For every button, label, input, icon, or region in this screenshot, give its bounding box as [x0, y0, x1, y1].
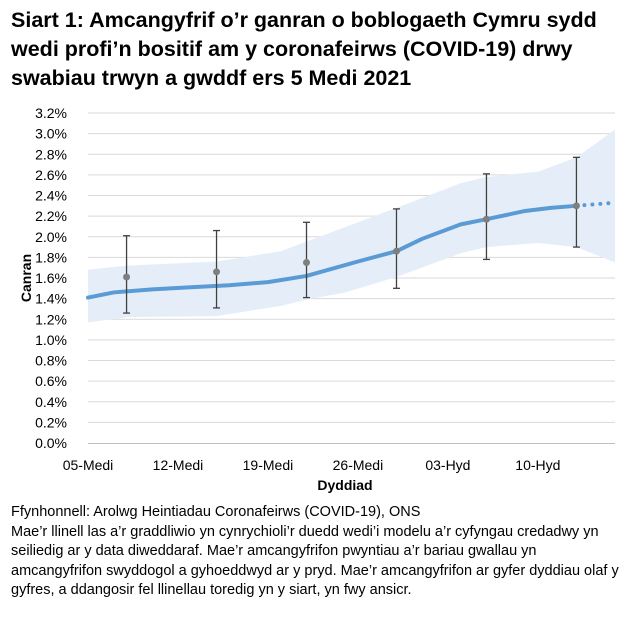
y-tick-label: 0.2% [35, 414, 67, 430]
y-tick-label: 0.0% [35, 435, 67, 451]
y-tick-label: 2.0% [35, 229, 67, 245]
point-estimate [392, 247, 400, 255]
y-tick-label: 2.4% [35, 188, 67, 204]
x-tick-label: 05-Medi [63, 457, 114, 473]
y-tick-label: 0.4% [35, 394, 67, 410]
point-estimate [213, 268, 221, 276]
y-tick-label: 0.6% [35, 373, 67, 389]
x-tick-label: 26-Medi [333, 457, 384, 473]
explanatory-note: Mae’r llinell las a’r graddliwio yn cynr… [11, 523, 619, 599]
x-tick-label: 03-Hyd [425, 457, 470, 473]
chart-title: Siart 1: Amcangyfrif o’r ganran o boblog… [11, 8, 597, 90]
point-estimate [482, 215, 490, 223]
x-axis-ticks: 05-Medi 12-Medi 19-Medi 26-Medi 03-Hyd 10-Hyd [63, 457, 561, 473]
x-tick-label: 19-Medi [243, 457, 294, 473]
y-tick-label: 3.2% [35, 105, 67, 121]
y-tick-label: 1.0% [35, 332, 67, 348]
y-tick-label: 2.2% [35, 208, 67, 224]
y-tick-label: 1.8% [35, 249, 67, 265]
y-axis-ticks: 0.0% 0.2% 0.4% 0.6% 0.8% 1.0% 1.2% 1.4% 1.6% 1.8%… [35, 105, 67, 451]
y-axis-label: Canran [18, 254, 34, 302]
point-estimates [123, 156, 580, 314]
trend-line-dotted [574, 200, 617, 208]
y-tick-label: 1.6% [35, 270, 67, 286]
point-estimate [572, 202, 580, 210]
modelled-trend [86, 200, 617, 300]
y-tick-label: 1.4% [35, 291, 67, 307]
credible-interval-area [88, 129, 615, 323]
x-tick-label: 12-Medi [153, 457, 204, 473]
y-tick-label: 2.6% [35, 167, 67, 183]
footer: Ffynhonnell: Arolwg Heintiadau Coronafei… [11, 503, 631, 601]
trend-line [86, 203, 579, 300]
y-tick-label: 1.2% [35, 311, 67, 327]
point-estimate [303, 259, 311, 267]
chart: 0.0% 0.2% 0.4% 0.6% 0.8% 1.0% 1.2% 1.4% 1.6% 1.8%… [18, 105, 617, 493]
y-tick-label: 0.8% [35, 353, 67, 369]
x-axis-label: Dyddiad [317, 477, 372, 493]
y-tick-label: 3.0% [35, 126, 67, 142]
point-estimate [123, 273, 131, 281]
y-tick-label: 2.8% [35, 146, 67, 162]
x-tick-label: 10-Hyd [515, 457, 560, 473]
source-note: Ffynhonnell: Arolwg Heintiadau Coronafei… [11, 504, 421, 520]
credible-interval-band [88, 129, 615, 323]
